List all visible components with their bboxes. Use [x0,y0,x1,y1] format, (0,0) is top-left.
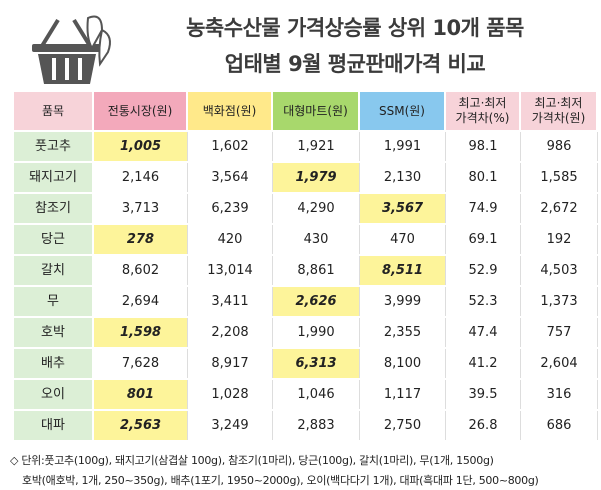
header-row: 품목 전통시장(원) 백화점(원) 대형마트(원) SSM(원) 최고·최저 가격차(%)… [14,92,598,130]
price-cell: 1,585 [521,163,598,192]
price-cell: 8,511 [360,256,446,285]
item-name: 돼지고기 [14,163,94,192]
price-cell: 1,921 [273,132,360,161]
price-cell: 3,567 [360,194,446,223]
price-cell: 52.3 [446,287,521,316]
table-row: 참조기 3,713 6,239 4,290 3,567 74.9 2,672 [14,194,598,223]
column-header: 대형마트(원) [273,92,360,130]
price-cell: 1,117 [360,380,446,409]
item-name: 오이 [14,380,94,409]
price-cell: 986 [521,132,598,161]
table-row: 당근 278 420 430 470 69.1 192 [14,225,598,254]
note: ◇ 단위:풋고추(100g), 돼지고기(삼겹살 100g), 참조기(1마리)… [10,454,494,467]
column-header: 최고·최저 가격차(원) [521,92,598,130]
price-cell: 8,100 [360,349,446,378]
price-cell: 757 [521,318,598,347]
price-cell: 39.5 [446,380,521,409]
price-cell: 8,861 [273,256,360,285]
item-name: 대파 [14,411,94,440]
table-row: 오이 801 1,028 1,046 1,117 39.5 316 [14,380,598,409]
price-cell: 8,602 [94,256,188,285]
table-row: 돼지고기 2,146 3,564 1,979 2,130 80.1 1,585 [14,163,598,192]
column-header: 최고·최저 가격차(%) [446,92,521,130]
price-cell: 316 [521,380,598,409]
price-cell: 3,249 [188,411,273,440]
price-cell: 2,750 [360,411,446,440]
basket-icon [32,15,111,84]
price-cell: 2,146 [94,163,188,192]
table-row: 풋고추 1,005 1,602 1,921 1,991 98.1 986 [14,132,598,161]
price-cell: 52.9 [446,256,521,285]
price-cell: 26.8 [446,411,521,440]
item-name: 풋고추 [14,132,94,161]
price-cell: 8,917 [188,349,273,378]
price-cell: 3,999 [360,287,446,316]
price-cell: 1,373 [521,287,598,316]
table-row: 배추 7,628 8,917 6,313 8,100 41.2 2,604 [14,349,598,378]
column-header: SSM(원) [360,92,446,130]
price-cell: 41.2 [446,349,521,378]
price-cell: 1,602 [188,132,273,161]
price-cell: 2,883 [273,411,360,440]
price-cell: 470 [360,225,446,254]
price-table: 품목 전통시장(원) 백화점(원) 대형마트(원) SSM(원) 최고·최저 가격차(%)… [14,92,598,442]
price-cell: 47.4 [446,318,521,347]
price-cell: 1,979 [273,163,360,192]
table-row: 호박 1,598 2,208 1,990 2,355 47.4 757 [14,318,598,347]
price-cell: 1,005 [94,132,188,161]
price-cell: 74.9 [446,194,521,223]
price-cell: 6,313 [273,349,360,378]
column-header: 전통시장(원) [94,92,188,130]
item-name: 호박 [14,318,94,347]
column-header: 품목 [14,92,94,130]
price-cell: 98.1 [446,132,521,161]
item-name: 당근 [14,225,94,254]
price-cell: 6,239 [188,194,273,223]
price-cell: 3,564 [188,163,273,192]
title-line2: 업태별 9월 평균판매가격 비교 [224,52,486,76]
price-cell: 1,046 [273,380,360,409]
price-cell: 2,694 [94,287,188,316]
price-cell: 2,626 [273,287,360,316]
table-row: 무 2,694 3,411 2,626 3,999 52.3 1,373 [14,287,598,316]
price-cell: 1,028 [188,380,273,409]
price-cell: 2,672 [521,194,598,223]
price-cell: 4,503 [521,256,598,285]
item-name: 갈치 [14,256,94,285]
price-cell: 3,411 [188,287,273,316]
price-cell: 1,991 [360,132,446,161]
price-cell: 4,290 [273,194,360,223]
table-row: 갈치 8,602 13,014 8,861 8,511 52.9 4,503 [14,256,598,285]
price-cell: 2,604 [521,349,598,378]
price-cell: 686 [521,411,598,440]
price-cell: 430 [273,225,360,254]
price-cell: 69.1 [446,225,521,254]
table-row: 대파 2,563 3,249 2,883 2,750 26.8 686 [14,411,598,440]
price-cell: 1,990 [273,318,360,347]
item-name: 무 [14,287,94,316]
price-cell: 2,208 [188,318,273,347]
price-cell: 3,713 [94,194,188,223]
item-name: 참조기 [14,194,94,223]
price-cell: 2,130 [360,163,446,192]
price-cell: 192 [521,225,598,254]
price-cell: 2,355 [360,318,446,347]
title-line1: 농축수산물 가격상승률 상위 10개 품목 [186,16,524,40]
price-cell: 801 [94,380,188,409]
price-cell: 13,014 [188,256,273,285]
price-cell: 7,628 [94,349,188,378]
price-cell: 1,598 [94,318,188,347]
price-cell: 420 [188,225,273,254]
item-name: 배추 [14,349,94,378]
column-header: 백화점(원) [188,92,273,130]
price-cell: 2,563 [94,411,188,440]
note: 호박(애호박, 1개, 250~350g), 배추(1포기, 1950~2000… [22,474,539,487]
price-cell: 278 [94,225,188,254]
price-cell: 80.1 [446,163,521,192]
